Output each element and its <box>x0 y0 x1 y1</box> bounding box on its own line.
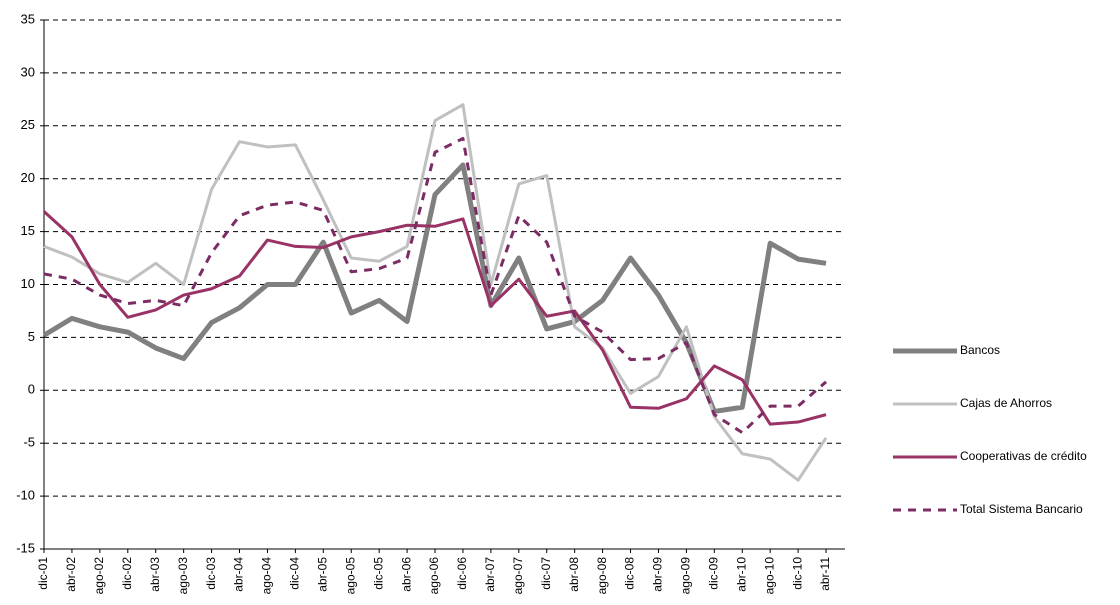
y-tick-label: 0 <box>28 382 35 397</box>
x-tick-label: abr-07 <box>483 557 497 592</box>
y-tick-label: 30 <box>21 64 35 79</box>
x-tick-label: ago-08 <box>595 557 609 595</box>
y-tick-label: 35 <box>21 11 35 26</box>
x-tick-label: abr-04 <box>232 557 246 592</box>
x-tick-label: ago-10 <box>762 557 776 595</box>
series-line <box>43 103 828 482</box>
x-tick-label: dic-01 <box>36 557 50 590</box>
x-tick-label: abr-08 <box>567 557 581 592</box>
x-tick-label: dic-07 <box>539 557 553 590</box>
y-tick-label: -10 <box>16 488 35 503</box>
x-tick-label: ago-04 <box>260 557 274 595</box>
y-tick-label: 15 <box>21 223 35 238</box>
x-tick-label: abr-11 <box>818 557 832 591</box>
y-tick-label: -5 <box>23 435 35 450</box>
x-tick-label: dic-09 <box>706 557 720 590</box>
legend-label: Cooperativas de crédito <box>960 449 1087 463</box>
x-tick-label: abr-10 <box>734 557 748 592</box>
x-tick-label: abr-02 <box>64 557 78 592</box>
x-tick-label: ago-05 <box>343 557 357 595</box>
legend-label: Total Sistema Bancario <box>960 502 1083 516</box>
x-tick-label: dic-10 <box>790 557 804 590</box>
x-tick-label: dic-08 <box>623 557 637 590</box>
x-tick-label: dic-04 <box>288 557 302 590</box>
y-tick-label: 10 <box>21 276 35 291</box>
x-tick-label: ago-06 <box>427 557 441 595</box>
x-tick-label: ago-02 <box>92 557 106 595</box>
y-tick-label: 5 <box>28 329 35 344</box>
x-tick-label: dic-03 <box>204 557 218 590</box>
x-tick-label: dic-02 <box>120 557 134 590</box>
x-tick-label: abr-09 <box>651 557 665 592</box>
x-tick-label: abr-03 <box>148 557 162 592</box>
legend-label: Cajas de Ahorros <box>960 396 1052 410</box>
legend-label: Bancos <box>960 343 1000 357</box>
y-tick-label: 20 <box>21 170 35 185</box>
x-tick-label: ago-03 <box>176 557 190 595</box>
series-line <box>42 162 827 414</box>
y-tick-label: 25 <box>21 117 35 132</box>
x-tick-label: dic-06 <box>455 557 469 590</box>
series-line <box>42 210 827 426</box>
x-tick-label: ago-07 <box>511 557 525 595</box>
series-line <box>43 136 828 435</box>
x-tick-label: ago-09 <box>679 557 693 595</box>
y-tick-label: -15 <box>16 540 35 555</box>
x-tick-label: dic-05 <box>371 557 385 590</box>
x-tick-label: abr-06 <box>399 557 413 592</box>
x-tick-label: abr-05 <box>315 557 329 592</box>
